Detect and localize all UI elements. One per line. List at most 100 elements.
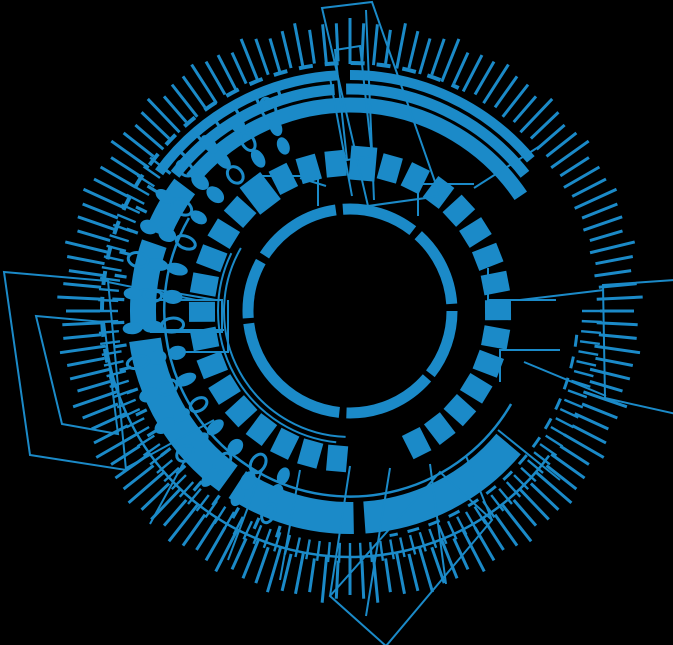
tick-mark-inner <box>576 360 597 367</box>
dot-row-dash <box>252 92 261 105</box>
tick-mark <box>57 295 104 301</box>
tick-mark-inner <box>473 506 487 525</box>
tick-mark <box>582 215 623 232</box>
dot-outline <box>260 502 277 525</box>
dash-block <box>189 272 219 297</box>
tick-mark <box>595 255 634 266</box>
tick-mark-inner <box>570 379 591 388</box>
right-triple-arc-mid <box>346 83 530 178</box>
tick-mark <box>461 529 486 573</box>
core-ring-segment <box>425 310 458 378</box>
guide-arc <box>217 252 337 444</box>
dash-block <box>270 427 300 460</box>
heavy-left-arc <box>363 433 521 534</box>
tick-mark <box>452 537 470 570</box>
dot-row-dash <box>160 447 172 457</box>
dot-row-dash <box>112 297 125 302</box>
tick-mark <box>589 367 631 381</box>
tick-mark-inner <box>555 417 575 429</box>
thin-trace-arc <box>105 345 551 559</box>
leader-line <box>157 289 217 301</box>
dash-block <box>196 244 228 273</box>
dot-filled <box>206 186 225 204</box>
tick-mark-inner <box>131 425 150 439</box>
tick-mark-inner <box>305 539 311 560</box>
tick-mark <box>535 471 573 505</box>
dash-block <box>208 374 241 405</box>
tick-mark <box>254 546 270 584</box>
dot-row-dash <box>119 250 132 257</box>
dash-block <box>443 394 477 427</box>
tick-mark <box>589 229 623 243</box>
dot-row-dash <box>119 365 132 372</box>
tick-mark-inner <box>213 506 227 525</box>
tick-mark <box>545 464 578 491</box>
dot-row-dash <box>146 428 159 438</box>
dot-matrix-cluster <box>112 84 290 538</box>
dot-filled <box>122 322 143 335</box>
guide-arc <box>223 247 346 438</box>
tick-mark <box>127 471 165 505</box>
tick-mark <box>550 139 590 169</box>
leader-line <box>429 463 447 585</box>
callout-panel-left-inner <box>34 314 120 436</box>
tick-mark <box>254 38 270 76</box>
core-ring-segment <box>414 231 458 305</box>
dot-outline <box>239 130 257 153</box>
dot-row-dash <box>211 494 221 507</box>
tick-mark <box>95 433 137 459</box>
tick-mark <box>195 517 218 551</box>
leader-line <box>125 419 215 469</box>
tick-mark-inner <box>550 425 569 439</box>
dot-row-dash <box>274 525 282 538</box>
dash-block <box>484 300 512 321</box>
tick-mark <box>91 412 126 431</box>
leader-line <box>329 77 353 197</box>
tick-mark <box>571 424 607 445</box>
dashed-arc-segment <box>389 334 579 538</box>
dash-block <box>400 162 430 195</box>
tick-mark <box>529 111 560 140</box>
tick-mark-inner <box>428 528 438 549</box>
tick-mark-inner <box>456 516 468 536</box>
tick-mark-inner <box>222 511 236 530</box>
dash-block <box>324 149 347 178</box>
callout-panel-inner-top-right <box>417 183 474 216</box>
dash-block <box>268 162 299 195</box>
dash-block <box>223 195 257 228</box>
tick-mark <box>62 321 104 327</box>
tick-mark-inner <box>567 389 588 399</box>
tick-mark-inner <box>101 266 122 272</box>
callout-panel-inner-top-left <box>256 175 319 206</box>
dot-row-dash <box>112 320 125 325</box>
leader-line <box>473 145 541 189</box>
tick-mark <box>239 38 260 83</box>
tick-mark <box>574 187 618 210</box>
tick-mark-inner <box>446 520 458 540</box>
tick-mark <box>320 556 329 603</box>
dash-block <box>326 444 349 473</box>
callout-panel-inner-left <box>146 299 223 333</box>
tick-mark-inner <box>539 443 558 457</box>
dot-outline <box>142 287 164 303</box>
callout-panel-left <box>2 270 128 472</box>
dot-row-dash <box>231 506 241 519</box>
tick-mark <box>146 97 181 134</box>
dot-filled <box>190 210 207 225</box>
core-ring-segment <box>346 374 432 419</box>
tick-mark <box>93 177 129 198</box>
tick-mark-inner <box>563 398 584 409</box>
tick-mark <box>77 229 111 243</box>
tick-mark <box>190 63 218 105</box>
tick-mark-inner <box>116 213 137 224</box>
tick-mark-inner <box>408 534 417 555</box>
right-triple-arc-inner <box>186 97 527 201</box>
dot-filled <box>269 118 283 137</box>
tick-mark <box>360 560 366 599</box>
dot-filled <box>146 258 169 271</box>
dot-row-dash <box>114 343 127 349</box>
dash-block <box>196 351 229 380</box>
tick-mark-inner <box>142 443 161 457</box>
tick-mark-inner <box>581 330 602 335</box>
dash-block <box>188 301 216 322</box>
